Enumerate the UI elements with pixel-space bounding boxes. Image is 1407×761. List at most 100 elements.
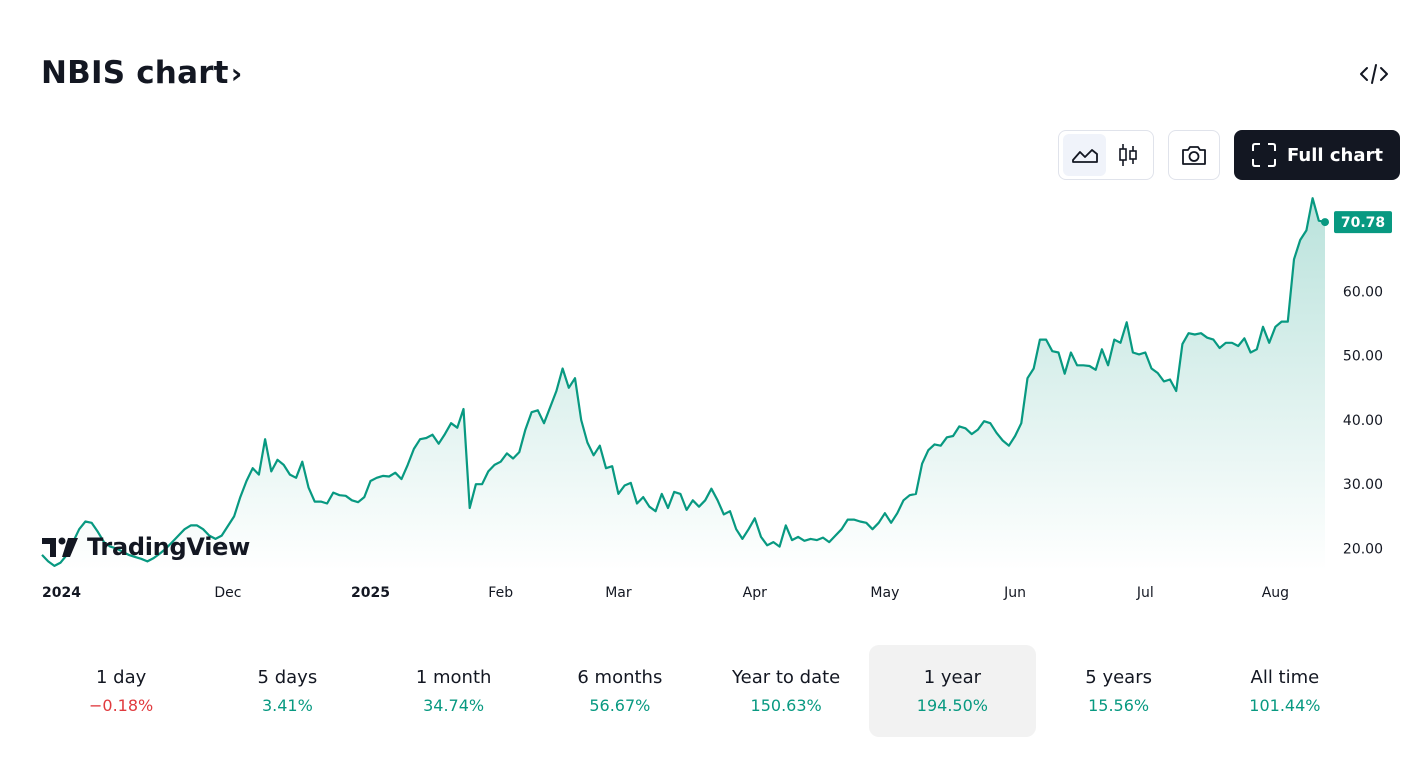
price-point — [512, 457, 515, 460]
price-point — [400, 478, 403, 481]
x-tick-label: May — [870, 585, 899, 601]
area-chart-icon — [1071, 149, 1098, 163]
price-point — [84, 520, 87, 523]
price-line — [41, 197, 1326, 567]
price-point — [1107, 364, 1110, 367]
price-point — [468, 507, 471, 510]
price-point — [778, 545, 781, 548]
price-point — [896, 512, 899, 515]
price-point — [549, 406, 552, 409]
x-tick-label: Feb — [488, 585, 513, 601]
price-point — [1014, 435, 1017, 438]
price-point — [611, 465, 614, 468]
price-point — [1038, 338, 1041, 341]
x-tick-label: Dec — [214, 585, 241, 601]
x-tick-label: 2024 — [42, 585, 81, 601]
price-point — [1293, 258, 1296, 261]
price-point — [425, 437, 428, 440]
price-point — [859, 520, 862, 523]
price-point — [1138, 353, 1141, 356]
period-change: 3.41% — [261, 696, 313, 715]
price-point — [580, 419, 583, 422]
price-point — [797, 535, 800, 538]
period-label: Year to date — [732, 667, 841, 688]
price-point — [1280, 320, 1283, 323]
price-point — [561, 367, 564, 370]
price-point — [1032, 367, 1035, 370]
period-label: All time — [1250, 667, 1320, 688]
price-point — [921, 462, 924, 465]
period-1-day[interactable]: 1 day −0.18% — [38, 645, 204, 737]
price-point — [313, 500, 316, 503]
price-point — [772, 541, 775, 544]
price-point — [970, 433, 973, 436]
price-point — [846, 518, 849, 521]
price-point — [78, 528, 81, 531]
price-point — [654, 510, 657, 513]
price-point — [1007, 444, 1010, 447]
price-point — [1231, 341, 1234, 344]
price-point — [1076, 364, 1079, 367]
price-point — [617, 492, 620, 495]
tradingview-logo[interactable]: TradingView — [41, 533, 250, 561]
price-point — [474, 483, 477, 486]
price-point — [976, 428, 979, 431]
price-point — [338, 494, 341, 497]
x-tick-label: Aug — [1262, 585, 1289, 601]
price-chart[interactable]: 20.00 30.00 40.00 50.00 60.00 2024 Dec 2025 Feb… — [0, 195, 1407, 615]
price-point — [1094, 368, 1097, 371]
price-point — [543, 422, 546, 425]
price-point — [233, 515, 236, 518]
price-point — [989, 422, 992, 425]
price-point — [902, 499, 905, 502]
price-point — [660, 492, 663, 495]
price-point — [760, 535, 763, 538]
price-point — [319, 500, 322, 503]
price-point — [636, 502, 639, 505]
price-point — [381, 474, 384, 477]
price-point — [1088, 365, 1091, 368]
price-point — [865, 521, 868, 524]
period-change: −0.18% — [89, 696, 154, 715]
period-6-months[interactable]: 6 months 56.67% — [537, 645, 703, 737]
price-point — [673, 490, 676, 493]
period-5-years[interactable]: 5 years 15.56% — [1036, 645, 1202, 737]
price-point — [822, 536, 825, 539]
candlestick-button[interactable] — [1106, 134, 1149, 176]
price-point — [592, 454, 595, 457]
price-point — [623, 484, 626, 487]
price-point — [437, 442, 440, 445]
price-point — [270, 470, 273, 473]
period-selector: 1 day −0.18% 5 days 3.41% 1 month 34.74% 6 … — [38, 645, 1368, 737]
price-point — [369, 480, 372, 483]
code-embed-icon[interactable] — [1358, 60, 1390, 88]
period-year-to-date[interactable]: Year to date 150.63% — [703, 645, 869, 737]
area-chart-button[interactable] — [1063, 134, 1106, 176]
price-point — [722, 513, 725, 516]
price-point — [375, 476, 378, 479]
page-title[interactable]: NBIS chart› — [41, 55, 242, 91]
snapshot-group — [1168, 130, 1220, 180]
period-1-month[interactable]: 1 month 34.74% — [371, 645, 537, 737]
price-point — [803, 539, 806, 542]
price-point — [1001, 439, 1004, 442]
period-1-year[interactable]: 1 year 194.50% — [869, 645, 1036, 737]
full-chart-button[interactable]: Full chart — [1234, 130, 1400, 180]
price-point — [964, 427, 967, 430]
price-point — [710, 487, 713, 490]
price-point — [412, 447, 415, 450]
price-point — [443, 433, 446, 436]
price-point — [1243, 337, 1246, 340]
period-all-time[interactable]: All time 101.44% — [1202, 645, 1368, 737]
price-point — [1057, 351, 1060, 354]
period-5-days[interactable]: 5 days 3.41% — [204, 645, 370, 737]
tradingview-logo-icon — [42, 537, 78, 557]
price-point — [1187, 332, 1190, 335]
full-chart-label: Full chart — [1287, 144, 1383, 166]
price-point — [363, 496, 366, 499]
period-label: 1 year — [923, 667, 982, 688]
camera-icon — [1182, 146, 1206, 165]
snapshot-button[interactable] — [1172, 134, 1216, 176]
period-change: 150.63% — [750, 696, 822, 715]
price-point — [1193, 333, 1196, 336]
